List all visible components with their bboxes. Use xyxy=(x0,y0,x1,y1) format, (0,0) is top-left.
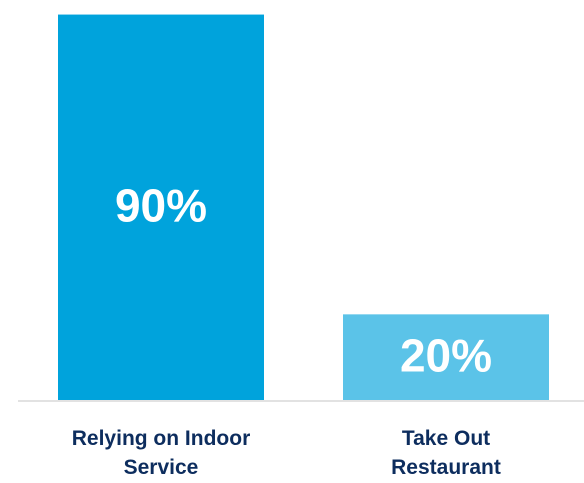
category-label-line: Take Out xyxy=(401,427,491,450)
bar-take-out xyxy=(343,314,549,400)
category-label-indoor-service: Relying on Indoor Service xyxy=(26,424,296,482)
category-label-line: Restaurant xyxy=(391,456,501,479)
category-label-take-out: Take Out Restaurant xyxy=(311,424,581,482)
bar-value-label: 20% xyxy=(400,329,492,381)
category-label-line: Relying on Indoor xyxy=(71,427,251,450)
category-label-line: Service xyxy=(123,456,199,479)
bar-indoor-service xyxy=(58,14,264,401)
bars-group xyxy=(58,14,549,401)
bar-value-label: 90% xyxy=(115,179,207,231)
value-labels-group: 90% 20% xyxy=(115,179,492,381)
